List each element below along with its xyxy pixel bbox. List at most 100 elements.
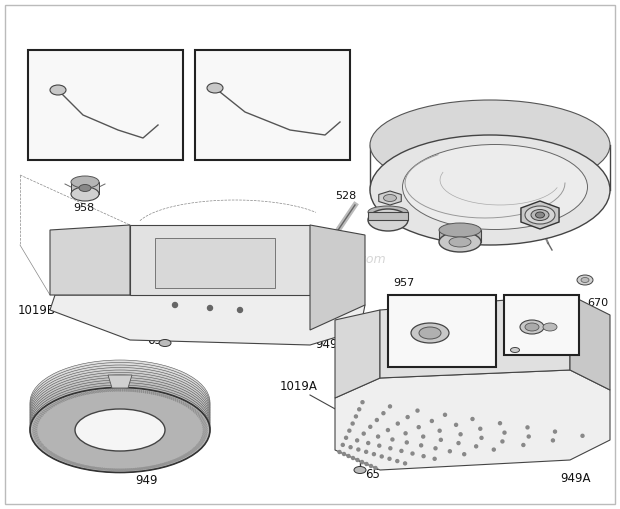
Ellipse shape [50, 85, 66, 95]
Text: 187: 187 [33, 144, 58, 156]
Ellipse shape [30, 373, 210, 458]
Circle shape [454, 423, 458, 427]
Ellipse shape [543, 323, 557, 331]
Circle shape [388, 457, 391, 460]
Circle shape [380, 455, 383, 458]
Polygon shape [521, 201, 559, 229]
Circle shape [366, 441, 370, 444]
Polygon shape [368, 212, 408, 220]
Ellipse shape [439, 223, 481, 237]
Bar [504, 295, 579, 355]
Text: 65: 65 [365, 468, 380, 482]
Circle shape [389, 447, 392, 450]
Circle shape [501, 440, 504, 443]
Circle shape [434, 447, 437, 450]
Polygon shape [108, 375, 132, 388]
Circle shape [237, 307, 242, 313]
Circle shape [370, 465, 373, 467]
Text: 387A: 387A [408, 219, 437, 229]
Circle shape [527, 435, 530, 438]
Circle shape [406, 415, 409, 418]
Circle shape [356, 439, 358, 442]
Ellipse shape [207, 83, 223, 93]
Ellipse shape [30, 385, 210, 470]
Ellipse shape [449, 237, 471, 247]
Text: 188: 188 [509, 338, 534, 352]
Circle shape [522, 443, 525, 446]
Ellipse shape [30, 380, 210, 465]
Circle shape [345, 436, 348, 439]
Text: 958: 958 [73, 203, 94, 213]
Circle shape [349, 446, 352, 449]
Ellipse shape [30, 387, 210, 472]
Circle shape [581, 434, 584, 437]
Circle shape [471, 417, 474, 420]
Circle shape [357, 448, 360, 451]
Circle shape [389, 405, 391, 408]
Circle shape [362, 432, 365, 435]
Text: 949B: 949B [315, 338, 345, 352]
Text: 670: 670 [587, 298, 608, 308]
Circle shape [404, 432, 407, 435]
Circle shape [378, 444, 381, 447]
Circle shape [396, 460, 399, 463]
Ellipse shape [370, 135, 610, 245]
Bar [195, 50, 350, 160]
Circle shape [457, 442, 460, 444]
Ellipse shape [411, 323, 449, 343]
Circle shape [373, 453, 376, 456]
Ellipse shape [525, 323, 539, 331]
Circle shape [440, 438, 442, 441]
Circle shape [405, 441, 409, 444]
Polygon shape [379, 191, 401, 205]
Circle shape [433, 457, 436, 460]
Circle shape [386, 429, 389, 432]
Circle shape [480, 436, 483, 439]
Polygon shape [130, 225, 310, 295]
Text: 601: 601 [113, 57, 134, 67]
Polygon shape [71, 182, 99, 194]
Circle shape [374, 467, 377, 469]
Ellipse shape [30, 360, 210, 445]
Circle shape [347, 455, 350, 458]
Circle shape [475, 445, 477, 448]
Circle shape [351, 422, 354, 425]
Ellipse shape [577, 275, 593, 285]
Circle shape [341, 443, 344, 446]
Ellipse shape [520, 320, 544, 334]
Ellipse shape [79, 184, 91, 191]
Polygon shape [380, 295, 570, 378]
Text: 949A: 949A [560, 471, 590, 485]
Polygon shape [310, 225, 365, 330]
Ellipse shape [525, 206, 555, 224]
Circle shape [400, 449, 403, 453]
Circle shape [355, 415, 357, 418]
Ellipse shape [531, 210, 549, 220]
Ellipse shape [159, 340, 171, 347]
Ellipse shape [510, 348, 520, 353]
Bar [388, 295, 496, 367]
Ellipse shape [370, 100, 610, 190]
Bar [28, 50, 183, 160]
Text: 187A: 187A [200, 144, 234, 156]
Text: 528: 528 [335, 191, 356, 201]
Ellipse shape [581, 277, 589, 282]
Polygon shape [50, 225, 130, 295]
Ellipse shape [71, 187, 99, 201]
Text: 1019A: 1019A [280, 381, 318, 393]
Text: 957: 957 [393, 278, 414, 288]
Ellipse shape [30, 362, 210, 447]
Circle shape [551, 439, 554, 442]
Ellipse shape [439, 232, 481, 252]
Ellipse shape [384, 194, 397, 202]
Text: eReplacementParts.com: eReplacementParts.com [234, 253, 386, 267]
Ellipse shape [75, 409, 165, 451]
Circle shape [369, 426, 372, 428]
Circle shape [360, 461, 363, 464]
Ellipse shape [402, 145, 588, 230]
Circle shape [420, 444, 423, 447]
Circle shape [375, 418, 378, 421]
Ellipse shape [30, 375, 210, 460]
Circle shape [356, 459, 359, 462]
Circle shape [443, 413, 446, 416]
